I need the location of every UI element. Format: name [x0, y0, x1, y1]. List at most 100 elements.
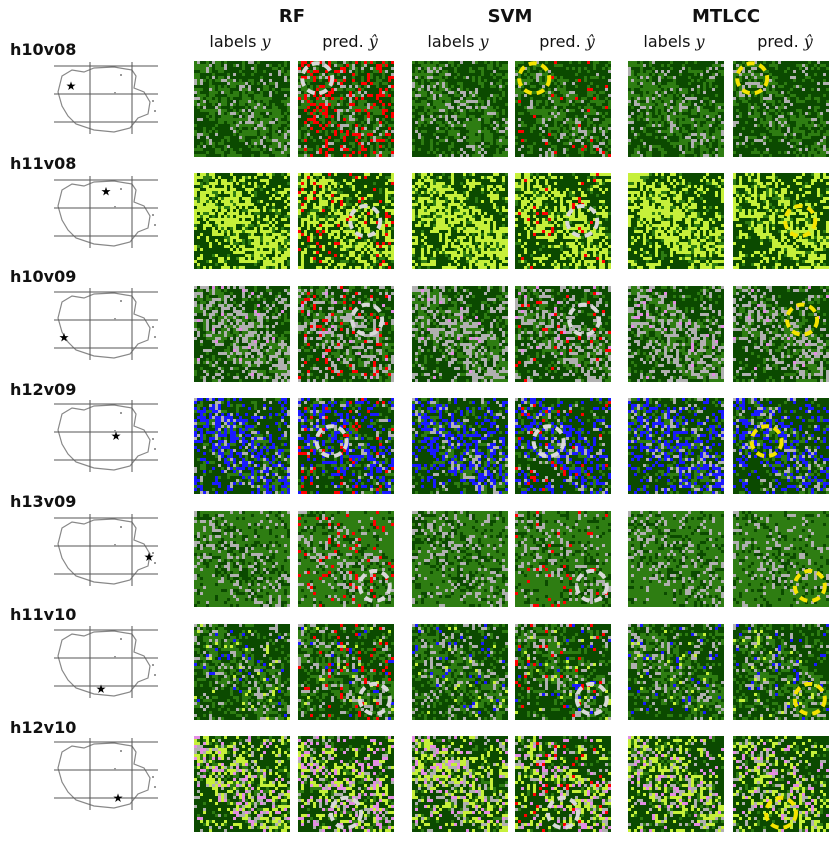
label-map-mtlcc	[628, 173, 724, 269]
highlight-circle	[764, 795, 798, 830]
star-marker: ★	[101, 185, 112, 199]
label-map-svm	[412, 736, 508, 832]
star-marker: ★	[144, 550, 155, 564]
prediction-map-svm	[515, 286, 611, 382]
prediction-map-mtlcc	[733, 736, 829, 832]
label-map-rf	[194, 61, 290, 157]
label-map-svm	[412, 624, 508, 720]
prediction-map-rf	[298, 398, 394, 494]
tile-location-map: ★	[54, 288, 162, 360]
pred-text: pred.	[539, 32, 580, 51]
highlight-circle	[531, 424, 566, 459]
star-marker: ★	[59, 331, 70, 345]
label-map-svm	[412, 511, 508, 607]
star-marker: ★	[96, 682, 107, 696]
label-map-svm	[412, 61, 508, 157]
label-map-rf	[194, 511, 290, 607]
prediction-map-svm	[515, 173, 611, 269]
highlight-circle	[546, 795, 580, 830]
tile-label: h12v10	[10, 718, 76, 737]
highlight-circle	[357, 681, 392, 716]
prediction-map-mtlcc	[733, 173, 829, 269]
label-map-rf	[194, 736, 290, 832]
label-map-rf	[194, 286, 290, 382]
label-map-rf	[194, 173, 290, 269]
highlight-circle	[785, 302, 820, 337]
label-map-mtlcc	[628, 511, 724, 607]
col-header-labels-mtlcc: labels y	[624, 32, 724, 51]
highlight-circle	[749, 424, 784, 459]
highlight-circle	[565, 204, 600, 238]
highlight-circle	[792, 681, 827, 716]
prediction-map-rf	[298, 173, 394, 269]
highlight-circle	[329, 795, 363, 830]
prediction-map-rf	[298, 736, 394, 832]
prediction-map-rf	[298, 511, 394, 607]
tile-location-map: ★	[54, 400, 162, 472]
highlight-circle	[567, 302, 602, 337]
highlight-circle	[357, 568, 392, 603]
prediction-map-rf	[298, 286, 394, 382]
y-symbol: y	[696, 32, 705, 51]
method-title-svm: SVM	[410, 6, 610, 27]
pred-text: pred.	[757, 32, 798, 51]
prediction-map-mtlcc	[733, 286, 829, 382]
highlight-circle	[783, 204, 818, 238]
prediction-map-mtlcc	[733, 61, 829, 157]
y-symbol: y	[480, 32, 489, 51]
highlight-circle	[348, 204, 383, 238]
labels-text: labels	[643, 32, 690, 51]
col-header-pred-rf: pred. ŷ	[300, 32, 400, 51]
highlight-circle	[735, 61, 770, 96]
y-symbol: y	[262, 32, 271, 51]
highlight-circle	[300, 61, 335, 96]
highlight-circle	[350, 302, 385, 337]
prediction-map-svm	[515, 398, 611, 494]
tile-location-map: ★	[54, 738, 162, 810]
highlight-circle	[517, 61, 552, 96]
labels-text: labels	[427, 32, 474, 51]
col-header-pred-svm: pred. ŷ	[517, 32, 617, 51]
prediction-map-svm	[515, 511, 611, 607]
label-map-mtlcc	[628, 286, 724, 382]
label-map-mtlcc	[628, 398, 724, 494]
highlight-circle	[574, 681, 609, 716]
y-hat-symbol: ŷ	[804, 32, 813, 51]
prediction-map-mtlcc	[733, 511, 829, 607]
prediction-map-rf	[298, 61, 394, 157]
tile-label: h10v09	[10, 267, 76, 286]
tile-location-map: ★	[54, 176, 162, 248]
col-header-labels-svm: labels y	[408, 32, 508, 51]
col-header-pred-mtlcc: pred. ŷ	[735, 32, 835, 51]
star-marker: ★	[66, 79, 77, 93]
method-title-mtlcc: MTLCC	[626, 6, 826, 27]
prediction-map-rf	[298, 624, 394, 720]
tile-location-map: ★	[54, 62, 162, 134]
prediction-map-svm	[515, 736, 611, 832]
tile-label: h13v09	[10, 492, 76, 511]
prediction-map-svm	[515, 61, 611, 157]
label-map-mtlcc	[628, 624, 724, 720]
pred-text: pred.	[322, 32, 363, 51]
y-hat-symbol: ŷ	[586, 32, 595, 51]
label-map-svm	[412, 286, 508, 382]
prediction-map-mtlcc	[733, 624, 829, 720]
label-map-mtlcc	[628, 736, 724, 832]
label-map-rf	[194, 398, 290, 494]
highlight-circle	[792, 568, 827, 603]
col-header-labels-rf: labels y	[190, 32, 290, 51]
tile-label: h11v08	[10, 154, 76, 173]
label-map-rf	[194, 624, 290, 720]
y-hat-symbol: ŷ	[369, 32, 378, 51]
tile-location-map: ★	[54, 626, 162, 698]
highlight-circle	[574, 568, 609, 603]
tile-label: h10v08	[10, 40, 76, 59]
star-marker: ★	[111, 429, 122, 443]
tile-label: h11v10	[10, 605, 76, 624]
method-title-rf: RF	[192, 6, 392, 27]
prediction-map-svm	[515, 624, 611, 720]
labels-text: labels	[209, 32, 256, 51]
prediction-map-mtlcc	[733, 398, 829, 494]
label-map-mtlcc	[628, 61, 724, 157]
label-map-svm	[412, 173, 508, 269]
